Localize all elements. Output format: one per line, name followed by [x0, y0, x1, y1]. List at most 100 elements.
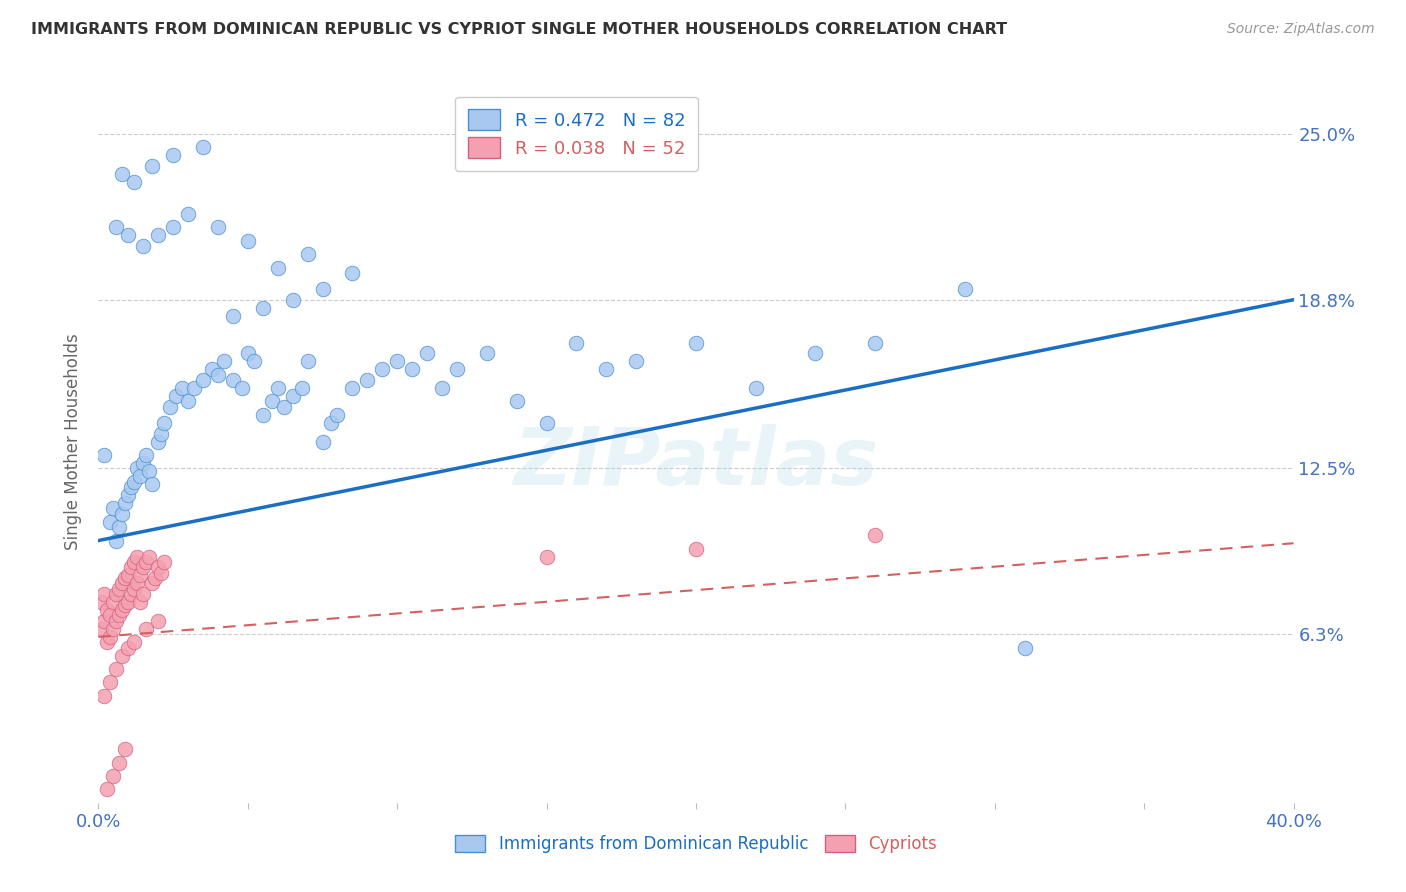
Point: [93, 614, 115, 628]
Point: [148, 614, 170, 628]
Point: [103, 769, 125, 783]
Point: [127, 549, 149, 564]
Point: [162, 220, 184, 235]
Point: [172, 381, 194, 395]
Point: [222, 309, 245, 323]
Point: [475, 346, 498, 360]
Point: [96, 782, 118, 797]
Point: [326, 408, 349, 422]
Point: [595, 362, 617, 376]
Point: [98, 515, 122, 529]
Point: [953, 282, 976, 296]
Point: [111, 507, 134, 521]
Point: [385, 354, 409, 368]
Legend: R = 0.472   N = 82, R = 0.038   N = 52: R = 0.472 N = 82, R = 0.038 N = 52: [456, 96, 697, 170]
Point: [132, 560, 155, 574]
Point: [153, 555, 176, 569]
Point: [111, 603, 134, 617]
Point: [124, 475, 146, 489]
Point: [135, 622, 157, 636]
Point: [207, 220, 229, 235]
Point: [120, 480, 142, 494]
Point: [207, 368, 229, 382]
Point: [536, 416, 558, 430]
Point: [236, 234, 259, 248]
Point: [98, 608, 122, 623]
Point: [105, 587, 128, 601]
Point: [108, 582, 131, 596]
Point: [231, 381, 253, 395]
Point: [162, 148, 184, 162]
Point: [281, 293, 304, 307]
Point: [150, 426, 173, 441]
Point: [371, 362, 394, 376]
Point: [297, 354, 319, 368]
Point: [252, 408, 274, 422]
Point: [626, 354, 648, 368]
Point: [297, 247, 319, 261]
Point: [124, 175, 146, 189]
Point: [267, 381, 290, 395]
Point: [96, 603, 118, 617]
Point: [129, 469, 152, 483]
Point: [177, 207, 200, 221]
Point: [685, 541, 707, 556]
Point: [129, 568, 152, 582]
Point: [865, 335, 887, 350]
Point: [90, 595, 112, 609]
Point: [114, 598, 136, 612]
Point: [165, 389, 187, 403]
Point: [446, 362, 468, 376]
Point: [120, 560, 142, 574]
Point: [135, 448, 157, 462]
Point: [93, 448, 115, 462]
Point: [103, 622, 125, 636]
Point: [132, 587, 155, 601]
Point: [865, 528, 887, 542]
Point: [120, 587, 142, 601]
Point: [1014, 640, 1036, 655]
Point: [117, 595, 139, 609]
Point: [565, 335, 588, 350]
Point: [191, 140, 214, 154]
Point: [159, 400, 181, 414]
Point: [93, 587, 115, 601]
Point: [132, 239, 155, 253]
Point: [236, 346, 259, 360]
Point: [141, 576, 163, 591]
Point: [138, 464, 160, 478]
Point: [111, 167, 134, 181]
Point: [114, 571, 136, 585]
Point: [416, 346, 439, 360]
Point: [103, 595, 125, 609]
Point: [177, 394, 200, 409]
Point: [243, 354, 266, 368]
Point: [311, 434, 333, 449]
Point: [148, 560, 170, 574]
Point: [111, 576, 134, 591]
Point: [201, 362, 224, 376]
Point: [804, 346, 827, 360]
Point: [108, 520, 131, 534]
Point: [685, 335, 707, 350]
Point: [430, 381, 453, 395]
Point: [111, 648, 134, 663]
Point: [311, 282, 333, 296]
Point: [114, 496, 136, 510]
Point: [117, 640, 139, 655]
Point: [135, 555, 157, 569]
Point: [281, 389, 304, 403]
Point: [103, 501, 125, 516]
Point: [132, 456, 155, 470]
Point: [96, 635, 118, 649]
Point: [745, 381, 768, 395]
Point: [356, 373, 378, 387]
Point: [342, 266, 364, 280]
Point: [342, 381, 364, 395]
Point: [93, 689, 115, 703]
Point: [108, 756, 131, 770]
Text: Source: ZipAtlas.com: Source: ZipAtlas.com: [1227, 22, 1375, 37]
Point: [141, 477, 163, 491]
Point: [105, 533, 128, 548]
Point: [506, 394, 529, 409]
